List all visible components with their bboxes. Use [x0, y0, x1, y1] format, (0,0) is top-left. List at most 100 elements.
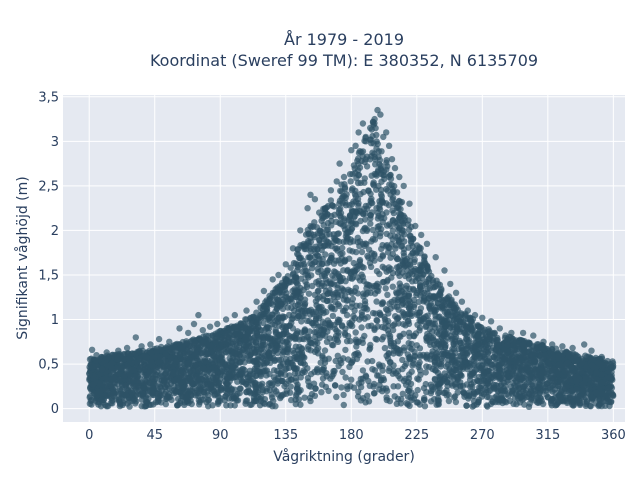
data-point [318, 233, 326, 240]
data-point [432, 344, 439, 351]
data-point [153, 348, 160, 356]
data-point [301, 368, 308, 376]
data-point [486, 394, 493, 401]
data-point [201, 358, 208, 365]
data-point [125, 355, 132, 363]
data-point [268, 391, 275, 398]
data-point [162, 351, 170, 359]
data-point [193, 350, 200, 358]
data-point [379, 279, 387, 286]
data-point [453, 374, 461, 381]
data-point [501, 347, 508, 354]
data-point [340, 238, 347, 246]
data-point [231, 402, 238, 409]
data-point [273, 305, 281, 312]
data-point [362, 304, 369, 312]
data-point [314, 339, 321, 347]
data-point [435, 313, 442, 321]
data-point [561, 368, 569, 375]
data-point [387, 335, 394, 342]
data-point [418, 274, 426, 282]
data-point [295, 288, 302, 295]
data-point [252, 327, 260, 335]
data-point [387, 232, 394, 239]
data-point [369, 226, 376, 234]
data-point [356, 302, 364, 309]
data-point [379, 388, 386, 395]
data-point [136, 365, 143, 372]
data-point [311, 291, 318, 299]
data-point [500, 379, 507, 387]
data-point [348, 201, 356, 208]
data-point [547, 374, 554, 381]
data-point [430, 321, 437, 328]
data-point [476, 373, 483, 381]
data-point [358, 379, 365, 386]
data-point [331, 335, 338, 343]
data-point [479, 365, 486, 372]
data-point [394, 233, 402, 240]
data-point [322, 383, 330, 391]
data-point [235, 371, 243, 378]
data-point [361, 332, 368, 340]
data-point [386, 245, 393, 252]
data-point [438, 305, 446, 312]
data-point [246, 367, 254, 374]
data-point [392, 370, 400, 377]
data-point [124, 350, 131, 357]
data-point [456, 313, 463, 321]
data-point [450, 341, 457, 348]
data-point [471, 390, 478, 398]
data-point [596, 401, 603, 409]
data-point [286, 322, 293, 329]
data-point [379, 299, 386, 306]
data-point [108, 382, 115, 389]
data-point [275, 356, 283, 363]
data-point [414, 386, 421, 394]
data-point [463, 381, 470, 388]
data-point [259, 314, 266, 321]
data-point [323, 237, 330, 245]
data-point [315, 287, 322, 294]
data-point [243, 316, 250, 323]
data-point [349, 248, 356, 255]
data-point [382, 319, 389, 326]
data-point [485, 357, 492, 364]
data-point [406, 371, 413, 378]
data-point [123, 370, 130, 377]
data-point [266, 324, 273, 332]
data-point [247, 351, 254, 359]
data-point [333, 393, 340, 401]
data-point [429, 293, 436, 301]
data-point [372, 231, 380, 238]
data-point [383, 157, 390, 164]
data-point [349, 295, 357, 303]
data-point [224, 386, 231, 393]
data-point [298, 353, 305, 361]
data-point [258, 327, 265, 334]
data-point [347, 382, 354, 390]
data-point [251, 346, 258, 353]
data-point [364, 252, 371, 260]
data-point [420, 384, 428, 392]
data-point [462, 331, 469, 338]
data-point [328, 252, 335, 259]
data-point [335, 209, 342, 217]
data-point [389, 216, 397, 224]
data-point [252, 397, 259, 404]
data-point [362, 372, 369, 379]
data-point [359, 339, 366, 347]
data-point [330, 203, 338, 210]
data-point [399, 300, 407, 307]
data-point [181, 348, 188, 355]
data-point [346, 255, 353, 262]
data-point [442, 314, 449, 322]
data-point [472, 346, 479, 353]
data-point [405, 226, 413, 233]
data-point [590, 374, 598, 382]
data-point [451, 393, 459, 400]
data-point [365, 246, 373, 253]
data-point [321, 347, 329, 354]
data-point [395, 347, 402, 354]
data-point [339, 250, 346, 257]
